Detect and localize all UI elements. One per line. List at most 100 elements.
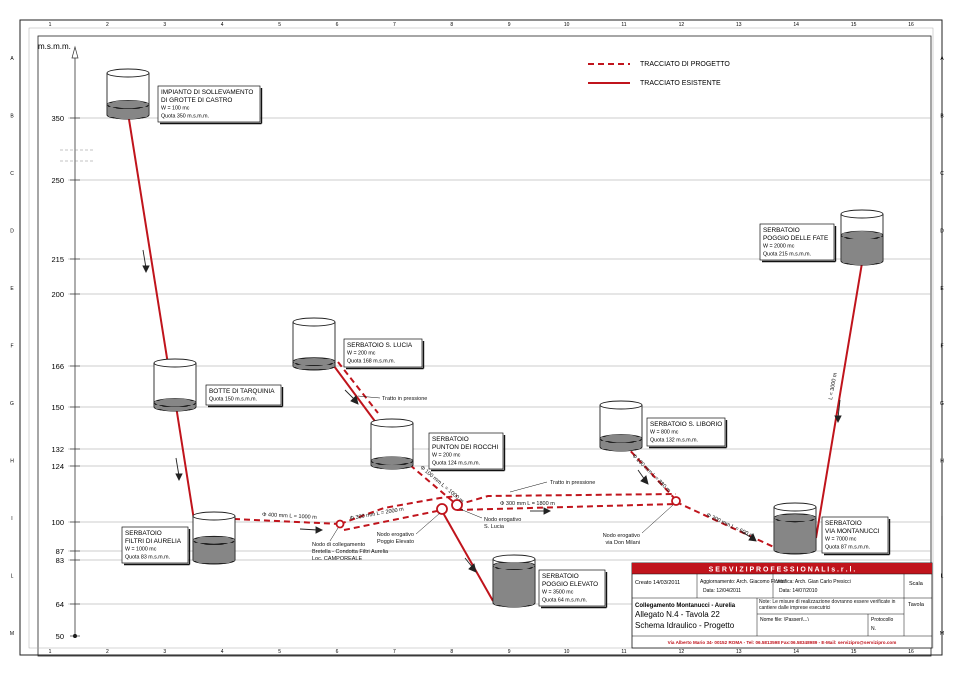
reservoir-label-line: POGGIO DELLE FATE bbox=[763, 235, 828, 242]
frame-col-label: 16 bbox=[908, 22, 914, 28]
pipe-main-east bbox=[456, 493, 677, 506]
verify-author: Verifica: Arch. Gian Carlo Presicci bbox=[776, 579, 851, 585]
y-axis: m.s.m.m. bbox=[38, 42, 93, 638]
reservoir-label-box bbox=[821, 516, 889, 554]
tank-rim bbox=[599, 400, 643, 410]
y-tick-label: 150 bbox=[51, 403, 64, 412]
reservoir-label-line: FILTRI DI AURELIA bbox=[125, 538, 182, 545]
verify-date: Data: 14/07/2010 bbox=[779, 588, 818, 594]
tank-rim bbox=[773, 502, 817, 512]
frame-row-label: B bbox=[10, 114, 14, 120]
y-tick-label: 215 bbox=[51, 255, 64, 264]
frame-row-label: G bbox=[10, 401, 14, 407]
tank-water-surface bbox=[292, 357, 336, 366]
project-pipelines bbox=[233, 361, 777, 549]
y-tick-label: 132 bbox=[51, 445, 64, 454]
reservoir-label-box bbox=[538, 569, 606, 607]
legend: TRACCIATO DI PROGETTO TRACCIATO ESISTENT… bbox=[588, 61, 730, 87]
frame-col-label: 11 bbox=[621, 649, 626, 655]
reservoir-label-line: W = 3500 mc bbox=[542, 590, 574, 596]
annotations: Tratto in pressione Tratto in pressione … bbox=[262, 372, 839, 562]
frame-row-label: L bbox=[941, 574, 944, 580]
reservoir-label-line: BOTTE DI TARQUINIA bbox=[209, 388, 275, 395]
pipe-punton-nodo bbox=[409, 464, 458, 506]
frame-col-label: 14 bbox=[793, 649, 799, 655]
y-tick-label: 124 bbox=[51, 462, 64, 471]
frame-row-label: C bbox=[10, 171, 14, 177]
frame-row-labels: A A B B C C D D E E F F G G H H I I L L M M bbox=[10, 56, 944, 637]
legend-project-label: TRACCIATO DI PROGETTO bbox=[640, 61, 730, 68]
frame-row-label: F bbox=[10, 344, 13, 350]
frame-row-label: M bbox=[940, 631, 944, 637]
y-axis-unit-label: m.s.m.m. bbox=[38, 42, 71, 51]
frame-row-label: D bbox=[940, 229, 944, 235]
node-slucia bbox=[451, 499, 463, 511]
reservoir-label-line: SERBATOIO bbox=[125, 530, 162, 537]
frame-col-label: 5 bbox=[278, 649, 281, 655]
pressione-label-2: Tratto in pressione bbox=[550, 480, 595, 486]
frame-row-label: F bbox=[940, 344, 943, 350]
scale-label: Scala bbox=[909, 581, 924, 587]
segment-label-7: L = 3000 m bbox=[828, 372, 839, 401]
reservoir-label-line: SERBATOIO bbox=[763, 227, 800, 234]
reservoir-label-line: Quota 168 m.s.m.m. bbox=[347, 359, 395, 365]
reservoir-label-box bbox=[205, 384, 282, 406]
frame-col-label: 2 bbox=[106, 649, 109, 655]
frame-col-label: 15 bbox=[851, 22, 857, 28]
frame-row-label: G bbox=[940, 401, 944, 407]
tank-rim bbox=[292, 317, 336, 327]
reservoir-label-line: VIA MONTANUCCI bbox=[825, 528, 880, 535]
reservoir-label-line: SERBATOIO bbox=[542, 573, 579, 580]
nodes bbox=[335, 496, 681, 529]
frame-row-label: D bbox=[10, 229, 14, 235]
allegato-title: Allegato N.4 - Tavola 22 bbox=[635, 610, 720, 619]
reservoir-label-line: Quota 215 m.s.m.m. bbox=[763, 252, 811, 258]
tank-water-surface bbox=[840, 230, 884, 240]
node-label-line: Nodo erogativo bbox=[484, 517, 521, 523]
tank-rim bbox=[106, 68, 150, 78]
frame-col-label: 8 bbox=[450, 649, 453, 655]
tank-rim bbox=[153, 358, 197, 368]
reservoir-label-box bbox=[428, 432, 504, 470]
reservoir-botte: BOTTE DI TARQUINIA Quota 150 m.s.m.m. bbox=[153, 358, 284, 412]
frame-row-label: A bbox=[10, 56, 14, 62]
tank-rim bbox=[840, 209, 884, 219]
company-name: S E R V I Z I P R O F E S S I O N A L I … bbox=[709, 567, 856, 574]
node-label-line: Poggio Elevato bbox=[377, 539, 414, 545]
project-title: Collegamento Montanucci - Aurelia bbox=[635, 603, 736, 609]
frame-col-label: 9 bbox=[508, 22, 511, 28]
segment-label-3: Φ 300 mm L = 1800 m bbox=[500, 501, 555, 507]
frame-row-label: B bbox=[940, 114, 944, 120]
reservoir-label-box bbox=[759, 223, 835, 261]
tank-water-surface bbox=[153, 398, 197, 407]
node-label-line: Nodo erogativo bbox=[377, 532, 414, 538]
frame-col-label: 4 bbox=[221, 22, 224, 28]
protocollo-label: Protocollo bbox=[871, 617, 893, 623]
pipe-slucia-pressione bbox=[337, 361, 379, 414]
frame-col-label: 6 bbox=[336, 22, 339, 28]
pipe-punton-poggio bbox=[441, 510, 494, 602]
frame-col-label: 4 bbox=[221, 649, 224, 655]
tank-rim bbox=[370, 418, 414, 428]
frame-row-label: C bbox=[940, 171, 944, 177]
y-tick-label: 350 bbox=[51, 114, 64, 123]
pressione-label-1: Tratto in pressione bbox=[382, 396, 427, 402]
y-tick-label: 64 bbox=[56, 600, 64, 609]
pipe-sliborio-milani bbox=[623, 443, 677, 501]
flow-arrows bbox=[142, 249, 842, 573]
frame-col-label: 15 bbox=[851, 649, 857, 655]
nome-file: Nome file: \Passeri\...\ bbox=[760, 617, 810, 623]
reservoir-label-line: W = 1000 mc bbox=[125, 547, 157, 553]
node-label-line: via Don Milani bbox=[605, 540, 640, 546]
y-tick-label: 166 bbox=[51, 362, 64, 371]
reservoir-sliborio: SERBATOIO S. LIBORIO W = 800 mc Quota 132 … bbox=[599, 400, 728, 452]
tank-water-surface bbox=[370, 456, 414, 466]
reservoir-label-line: W = 200 mc bbox=[347, 351, 376, 357]
frame-row-label: L bbox=[11, 574, 14, 580]
frame-col-label: 5 bbox=[278, 22, 281, 28]
